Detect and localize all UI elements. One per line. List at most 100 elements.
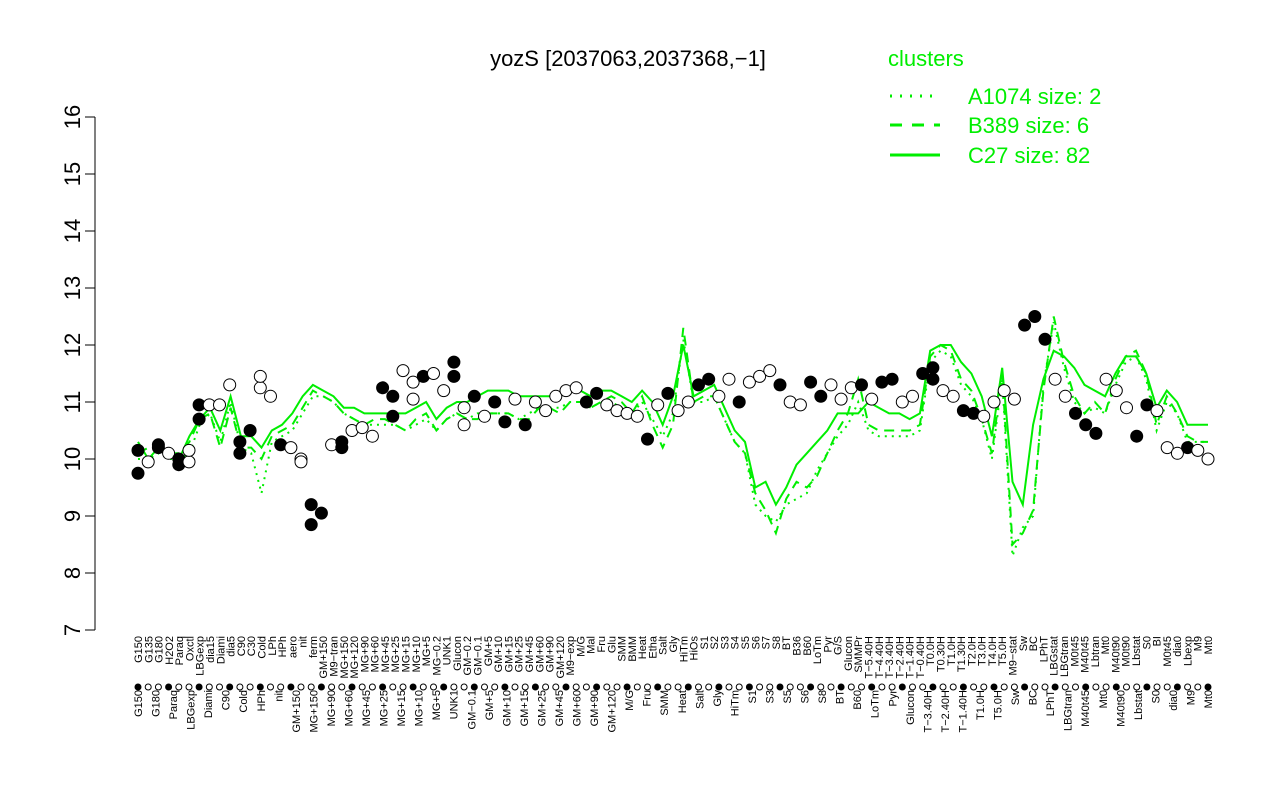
y-tick-label: 15 [60,162,85,186]
x-axis-marker [165,683,173,691]
x-axis-marker [267,683,274,691]
x-tick-label-bottom: T1.0H [975,690,987,720]
x-tick-label-top: nit [298,636,310,648]
x-tick-label-bottom: LoTm [870,690,882,718]
x-axis-marker [409,683,417,691]
x-tick-label-bottom: G180 [151,690,163,717]
x-tick-label-bottom: Paraq [168,690,180,719]
x-tick-label-top: MG+10 [411,636,423,672]
data-point [1130,429,1144,443]
x-tick-label-bottom: MG+150 [308,690,320,733]
x-tick-label-top: BC [1028,636,1040,651]
x-axis-marker [501,683,509,691]
x-axis-marker [460,683,468,691]
x-tick-label-bottom: C90 [221,690,233,710]
x-axis-marker [1041,683,1049,691]
data-point [437,384,451,398]
x-axis-marker [603,683,611,691]
x-axis-marker [195,683,203,691]
x-tick-label-top: dia15 [205,636,217,663]
x-tick-label-bottom: GM+25 [536,690,548,726]
x-tick-label-top: S4 [730,636,742,649]
x-axis-marker [287,683,295,691]
data-point [793,398,807,412]
x-axis-marker [939,683,947,691]
x-tick-label-bottom: Diami [203,690,215,718]
x-axis-marker [847,683,855,691]
x-tick-label-bottom: Mt0 [1203,690,1215,708]
x-tick-label-bottom: S3 [765,690,777,703]
x-tick-label-top: dia0 [1172,636,1184,657]
data-point [335,441,349,455]
x-axis-marker [521,683,529,691]
x-axis-marker [970,683,978,691]
data-point [936,384,950,398]
x-tick-label-top: B60 [802,636,814,656]
x-axis-marker [470,683,478,691]
x-axis-marker [664,683,672,691]
x-tick-label-top: S2 [709,636,721,649]
x-tick-label-bottom: UNK1 [449,690,461,719]
data-point [447,355,461,369]
data-point [182,455,196,469]
x-tick-label-top: Lbtran [1090,636,1102,667]
x-tick-label-top: T1.0H [946,636,958,666]
data-point [712,389,726,403]
x-tick-label-top: S0 [1141,636,1153,649]
x-axis-marker [633,683,641,691]
data-point [987,395,1001,409]
x-axis-marker [348,683,356,691]
data-point [1089,426,1103,440]
data-point [824,378,838,392]
x-tick-label-top: LBGtran [1059,636,1071,677]
x-tick-label-top: Mal [586,636,598,654]
data-point [427,367,440,380]
x-tick-label-top: ferm [308,636,320,658]
data-point [131,466,145,480]
x-tick-label-top: Mt0 [1100,636,1112,654]
x-tick-label-bottom: S8 [817,690,829,703]
data-point [926,372,940,386]
x-axis-marker [256,683,264,691]
data-point [753,369,767,383]
data-point [865,392,879,406]
x-tick-label-top: LPhT [1038,636,1050,663]
data-point [926,361,940,375]
x-axis-marker [379,683,387,691]
x-tick-label-top: BI [1152,636,1164,646]
x-tick-label-top: dia5 [226,636,238,657]
x-axis-marker [1051,683,1059,691]
x-tick-label-bottom: M/G [624,690,636,711]
x-tick-label-top: Salt [658,636,670,655]
data-point [478,409,491,423]
x-tick-label-top: MG+120 [349,636,361,679]
x-tick-label-top: MG+5 [421,636,433,666]
series-layer [137,316,1208,557]
data-point [294,455,308,469]
x-tick-label-bottom: GM+15 [519,690,531,726]
x-axis-marker [1123,683,1130,691]
x-tick-label-bottom: MG+45 [361,690,373,726]
data-point [630,409,644,423]
x-tick-label-bottom: Heat [677,690,689,713]
x-axis-marker [1163,683,1171,691]
x-tick-label-top: Lbexp [1182,636,1194,666]
x-axis-marker [817,683,825,691]
data-point [579,395,593,409]
x-tick-label-top: M0t90 [1121,636,1133,667]
legend-title: clusters [888,46,964,71]
x-axis-marker [542,683,550,691]
x-axis-marker [205,683,213,691]
x-axis-marker [1153,683,1161,691]
x-axis-marker [389,683,397,691]
x-axis-marker [531,683,539,691]
x-axis-marker [766,683,774,691]
x-tick-label-top: Etha [647,635,659,659]
data-point [376,381,390,395]
x-axis-marker [1061,683,1069,691]
y-tick-label: 14 [60,219,85,243]
data-point [253,381,267,395]
series-line-dashed [137,316,1208,547]
x-tick-label-top: HiOs [689,636,701,661]
data-point [1150,404,1164,418]
